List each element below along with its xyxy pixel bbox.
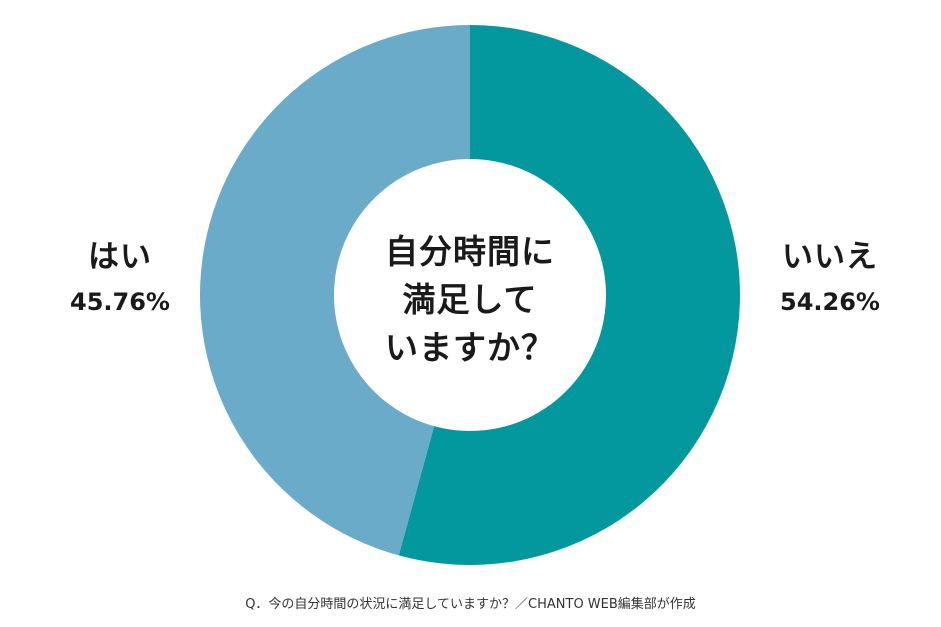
donut-slice-yes — [199, 25, 470, 556]
slice-name-yes: はい — [88, 239, 152, 275]
slice-name-no: いいえ — [782, 239, 878, 275]
center-question-line-3: いますか？ — [385, 328, 555, 367]
center-question-line-2: 満足して — [402, 280, 538, 319]
donut-slice-no — [398, 25, 740, 565]
source-caption: Q．今の自分時間の状況に満足していますか？／CHANTO WEB編集部が作成 — [245, 597, 696, 612]
slice-label-no: いいえ 54.26% — [755, 237, 905, 319]
center-question-line-1: 自分時間に — [385, 232, 555, 271]
slice-label-yes: はい 45.76% — [45, 237, 195, 319]
center-question: 自分時間に 満足して いますか？ — [360, 228, 580, 372]
slice-value-no: 54.26% — [780, 288, 880, 316]
slice-value-yes: 45.76% — [70, 288, 170, 316]
